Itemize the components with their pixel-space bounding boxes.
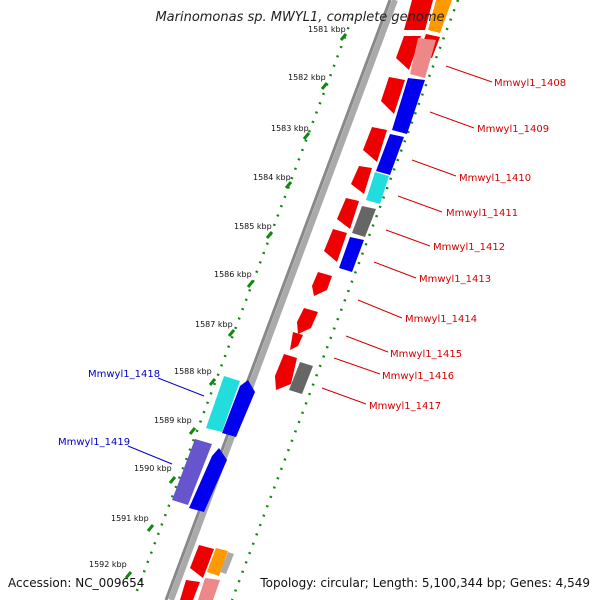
gene-labels: Mmwyl1_1408 Mmwyl1_1409 Mmwyl1_1410 Mmwy… [58, 78, 566, 448]
gene-arrow[interactable] [363, 127, 387, 162]
gene-label[interactable]: Mmwyl1_1418 [88, 369, 160, 380]
gene-label[interactable]: Mmwyl1_1412 [433, 242, 505, 253]
kbp-tick-label: 1588 kbp [174, 367, 212, 376]
kbp-tick-mark [188, 427, 197, 435]
kbp-tick-label: 1582 kbp [288, 73, 326, 82]
kbp-tick-label: 1581 kbp [308, 25, 346, 34]
gene-box[interactable] [207, 548, 228, 576]
kbp-tick-label: 1589 kbp [154, 416, 192, 425]
gene-box[interactable] [172, 439, 212, 505]
gene-arrow[interactable] [275, 354, 297, 390]
gene-label[interactable]: Mmwyl1_1410 [459, 173, 531, 184]
leader-line [397, 195, 443, 213]
gene-label[interactable]: Mmwyl1_1415 [390, 349, 462, 360]
gene-arrow[interactable] [312, 272, 332, 296]
gene-arrow[interactable] [404, 0, 433, 30]
topology-text: Topology: circular; Length: 5,100,344 bp… [259, 576, 590, 590]
gene-label[interactable]: Mmwyl1_1417 [369, 401, 441, 412]
gene-box[interactable] [410, 38, 436, 78]
gene-arrow[interactable] [189, 448, 227, 512]
kbp-tick-mark [246, 280, 255, 288]
gene-box[interactable] [339, 237, 364, 272]
gene-label[interactable]: Mmwyl1_1419 [58, 437, 130, 448]
gene-label[interactable]: Mmwyl1_1408 [494, 78, 566, 89]
leader-line [429, 111, 475, 129]
kbp-tick-mark [168, 476, 177, 484]
kbp-tick-mark [339, 33, 348, 41]
gene-box[interactable] [220, 552, 234, 574]
leader-line [127, 445, 173, 465]
gene-box[interactable] [428, 0, 452, 33]
outer-tick-ring [230, 0, 460, 600]
gene-box[interactable] [289, 362, 313, 394]
leader-line [411, 159, 457, 177]
gene-arrow[interactable] [381, 77, 405, 114]
gene-box[interactable] [366, 172, 389, 204]
gene-box[interactable] [376, 134, 404, 175]
kbp-tick-label: 1592 kbp [89, 560, 127, 569]
kbp-tick-mark [124, 571, 133, 579]
kbp-tick-label: 1585 kbp [234, 222, 272, 231]
leader-line [345, 335, 389, 353]
kbp-tick-mark [320, 82, 329, 90]
gene-arrow[interactable] [180, 580, 200, 600]
gene-arrow[interactable] [396, 36, 421, 70]
map-title: Marinomonas sp. MWYL1, complete genome [155, 10, 444, 25]
kbp-tick-mark [208, 378, 217, 386]
gene-label[interactable]: Mmwyl1_1414 [405, 314, 477, 325]
gene-box[interactable] [206, 376, 240, 432]
gene-label[interactable]: Mmwyl1_1416 [382, 371, 454, 382]
gene-arrow[interactable] [290, 332, 303, 350]
gene-box[interactable] [392, 78, 425, 134]
gene-label[interactable]: Mmwyl1_1413 [419, 274, 491, 285]
gene-label[interactable]: Mmwyl1_1411 [446, 208, 518, 219]
kbp-tick-mark [227, 329, 236, 337]
reverse-strand-features [198, 0, 452, 600]
gene-arrow[interactable] [324, 229, 347, 262]
forward-strand-features [180, 0, 433, 600]
kbp-tick-label: 1583 kbp [271, 124, 309, 133]
leader-line [445, 65, 493, 83]
leader-line [157, 377, 205, 397]
gene-arrow[interactable] [190, 545, 214, 578]
kbp-tick-mark [284, 181, 293, 189]
leader-line [373, 261, 417, 279]
inner-strand-features [172, 376, 255, 512]
leader-line [385, 229, 431, 247]
kbp-tick-mark [265, 231, 274, 239]
kbp-tick-mark [302, 132, 311, 140]
leader-line [357, 299, 403, 319]
gene-box[interactable] [352, 206, 376, 237]
gene-arrow[interactable] [297, 308, 318, 334]
gene-label[interactable]: Mmwyl1_1409 [477, 124, 549, 135]
leader-line [321, 387, 367, 405]
kbp-ruler: 1581 kbp 1582 kbp 1583 kbp 1584 kbp 1585… [89, 25, 346, 569]
gene-arrow[interactable] [222, 380, 255, 437]
accession-text: Accession: NC_009654 [8, 576, 144, 590]
kbp-tick-label: 1590 kbp [134, 464, 172, 473]
kbp-tick-label: 1591 kbp [111, 514, 149, 523]
leader-line [333, 357, 381, 375]
gene-arrow[interactable] [351, 166, 372, 194]
label-leader-lines [127, 65, 493, 465]
kbp-tick-mark [146, 524, 155, 532]
gene-arrow[interactable] [337, 198, 359, 229]
kbp-tick-label: 1586 kbp [214, 270, 252, 279]
kbp-tick-label: 1584 kbp [253, 173, 291, 182]
gene-box[interactable] [198, 578, 220, 600]
kbp-tick-label: 1587 kbp [195, 320, 233, 329]
